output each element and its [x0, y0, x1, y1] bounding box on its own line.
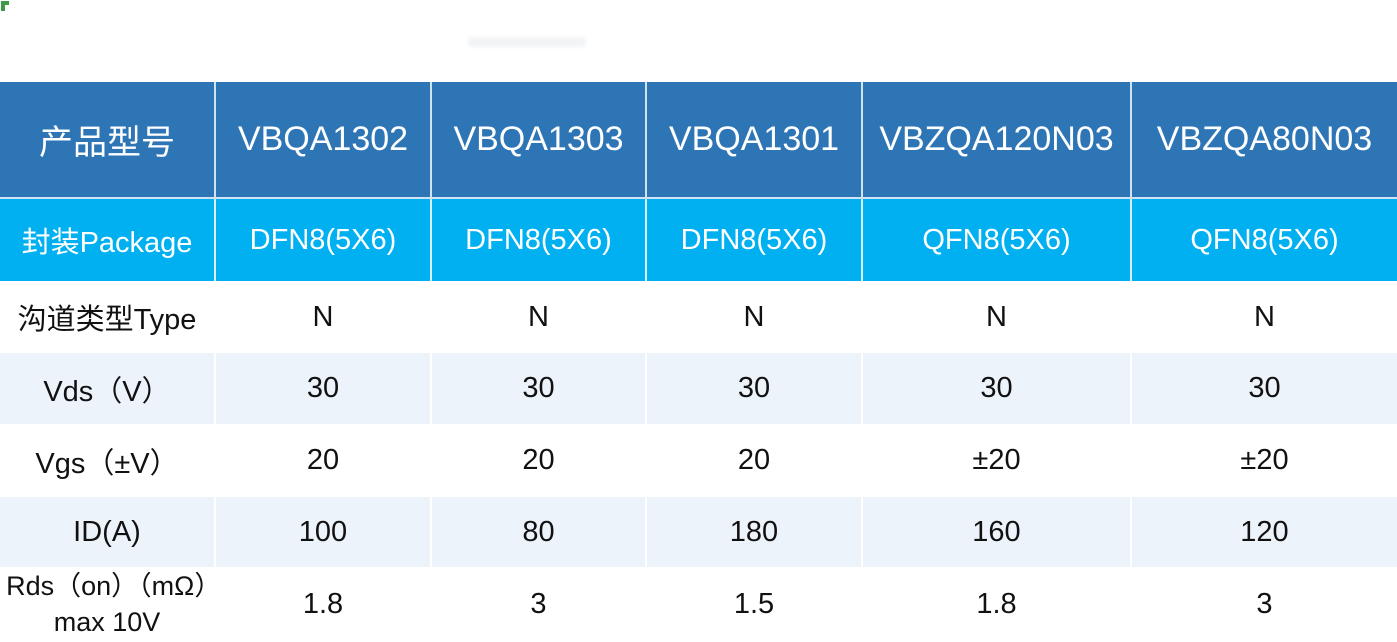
- header-model-vbqa1302: VBQA1302: [216, 82, 432, 199]
- vgs-value-cell: 20: [647, 424, 863, 497]
- vds-row: Vds（V） 30 30 30 30 30: [0, 353, 1397, 424]
- channel-type-value-cell: N: [1254, 300, 1275, 333]
- vgs-row: Vgs（±V） 20 20 20 ±20 ±20: [0, 424, 1397, 497]
- header-model-vbzqa120n03: VBZQA120N03: [863, 82, 1132, 199]
- rds-value-cell: 1.8: [216, 567, 432, 642]
- header-product-model: 产品型号: [0, 82, 216, 199]
- table-header-row: 产品型号 VBQA1302 VBQA1303 VBQA1301 VBZQA120…: [0, 82, 1397, 199]
- vgs-value-cell: ±20: [1240, 444, 1289, 476]
- vgs-value-cell: 20: [432, 424, 647, 497]
- package-row-label: 封装Package: [0, 199, 216, 281]
- rds-value-cell: 3: [1256, 588, 1273, 620]
- channel-type-value-cell: N: [863, 281, 1132, 353]
- id-row: ID(A) 100 80 180 160 120: [0, 497, 1397, 567]
- id-value-cell: 100: [216, 497, 432, 567]
- vds-value-cell: 30: [1132, 353, 1397, 424]
- faint-watermark: [468, 37, 586, 47]
- vgs-label: Vgs（±V）: [0, 424, 216, 497]
- vgs-value-cell: ±20: [863, 424, 1132, 497]
- package-row: 封装Package DFN8(5X6) DFN8(5X6) DFN8(5X6) …: [0, 199, 1397, 281]
- header-model-vbqa1303: VBQA1303: [432, 82, 647, 199]
- rds-label: Rds（on）（mΩ）max 10V: [0, 567, 216, 642]
- channel-type-value-cell: N: [647, 281, 863, 353]
- rds-row: Rds（on）（mΩ）max 10V 1.8 3 1.5 1.8 3: [0, 567, 1397, 642]
- channel-type-value-cell: N: [432, 281, 647, 353]
- id-value-cell: 120: [1132, 497, 1397, 567]
- vds-value-cell: 30: [647, 353, 863, 424]
- channel-type-row: 沟道类型Type N N N N N: [0, 281, 1397, 353]
- id-value-cell: 160: [863, 497, 1132, 567]
- product-spec-table: 产品型号 VBQA1302 VBQA1303 VBQA1301 VBZQA120…: [0, 82, 1397, 642]
- vds-label: Vds（V）: [0, 353, 216, 424]
- id-value-cell: 180: [647, 497, 863, 567]
- package-value-cell: DFN8(5X6): [647, 199, 863, 281]
- package-value-cell: QFN8(5X6): [863, 199, 1132, 281]
- header-model-vbqa1301: VBQA1301: [647, 82, 863, 199]
- green-corner-mark-shape: [1, 1, 9, 11]
- green-corner-mark-icon: [1, 1, 9, 11]
- rds-value-cell: 3: [432, 567, 647, 642]
- header-model-vbzqa80n03: VBZQA80N03: [1132, 82, 1397, 199]
- rds-value-cell: 1.5: [647, 567, 863, 642]
- channel-type-value-cell: N: [216, 281, 432, 353]
- vds-value-cell: 30: [432, 353, 647, 424]
- vds-value-cell: 30: [863, 353, 1132, 424]
- package-value-cell: QFN8(5X6): [1132, 199, 1397, 281]
- vds-value-cell: 30: [216, 353, 432, 424]
- package-value-cell: DFN8(5X6): [216, 199, 432, 281]
- id-label: ID(A): [0, 497, 216, 567]
- id-value-cell: 80: [432, 497, 647, 567]
- vgs-value-cell: 20: [216, 424, 432, 497]
- channel-type-label: 沟道类型Type: [0, 281, 216, 353]
- rds-value-cell: 1.8: [863, 567, 1132, 642]
- package-value-cell: DFN8(5X6): [432, 199, 647, 281]
